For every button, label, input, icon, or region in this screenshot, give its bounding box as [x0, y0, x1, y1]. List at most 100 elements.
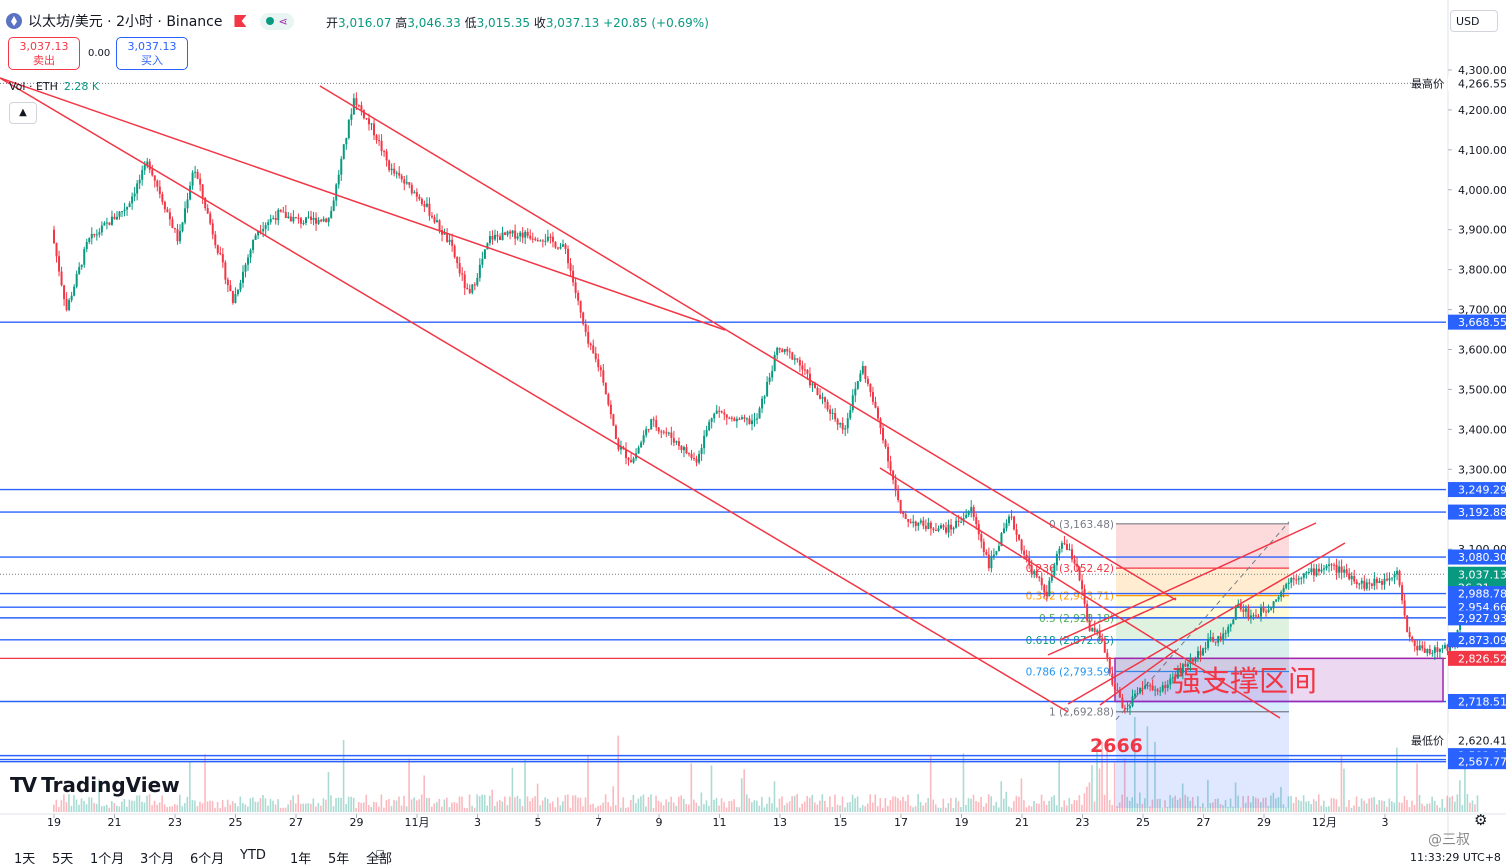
market-status[interactable]: ⋖: [260, 12, 294, 30]
symbol-title[interactable]: 以太坊/美元 · 2小时 · Binance ⋖: [6, 11, 294, 31]
volume-bar: [947, 803, 950, 812]
price-label-bg: [1448, 650, 1506, 666]
candle: [317, 219, 320, 224]
candle: [919, 520, 922, 523]
volume-bar: [1297, 800, 1300, 812]
candle: [710, 418, 713, 422]
candle: [1002, 528, 1005, 534]
x-tick-label: 23: [168, 816, 182, 829]
candle: [904, 514, 907, 520]
volume-bar: [781, 796, 783, 812]
candle: [1144, 685, 1147, 689]
volume-bar: [680, 795, 683, 812]
volume-bar: [413, 797, 415, 812]
candle: [156, 180, 159, 187]
volume-bar: [153, 800, 156, 812]
timeframe-button[interactable]: 全部: [366, 852, 393, 867]
candle: [284, 212, 287, 219]
volume-bar: [652, 807, 655, 812]
volume-bar: [735, 807, 738, 812]
gear-icon[interactable]: ⚙: [1474, 811, 1488, 829]
candle: [100, 225, 103, 233]
volume-bar: [322, 798, 325, 812]
candle: [1146, 685, 1149, 687]
volume-bar: [690, 763, 693, 812]
volume-bar: [1033, 800, 1035, 812]
volume-bar: [1267, 805, 1270, 812]
volume-bar: [526, 796, 529, 812]
candle: [1416, 645, 1419, 651]
candle: [952, 527, 955, 530]
collapse-button[interactable]: ▲: [9, 102, 37, 124]
volume-bar: [773, 781, 776, 812]
volume-bar: [965, 804, 967, 812]
candle: [612, 414, 615, 426]
flag-icon[interactable]: [234, 15, 247, 27]
currency-select[interactable]: USD: [1450, 10, 1498, 32]
volume-bar: [310, 803, 312, 812]
candle: [768, 377, 771, 382]
volume-bar: [546, 798, 549, 812]
candle: [1403, 600, 1406, 616]
volume-bar: [1184, 794, 1187, 812]
volume-bar: [740, 778, 743, 812]
extreme-label: 最高价: [1411, 76, 1444, 90]
candle: [1013, 516, 1016, 530]
candle: [247, 257, 250, 265]
volume-bar: [352, 797, 355, 812]
trendlines: 2666: [0, 77, 1346, 757]
volume-bar: [738, 807, 740, 812]
candle: [836, 419, 839, 425]
timeframe-button[interactable]: 1年: [290, 852, 312, 867]
volume-bar: [1159, 798, 1161, 812]
volume-bar: [869, 794, 872, 812]
volume-bar: [703, 804, 705, 812]
candle: [425, 203, 428, 207]
x-tick-label: 5: [535, 816, 542, 829]
volume-bar: [234, 803, 237, 812]
candle: [428, 203, 431, 216]
candle: [113, 216, 116, 220]
volume-bar: [977, 802, 980, 812]
timeframe-button[interactable]: 1天: [14, 852, 36, 867]
timeframe-button[interactable]: 3个月: [140, 852, 175, 867]
candle: [1128, 706, 1131, 709]
volume-bar: [619, 807, 622, 812]
volume-bar: [922, 805, 924, 812]
candle: [579, 300, 582, 313]
volume-bar: [1373, 797, 1375, 812]
volume-bar: [887, 805, 889, 812]
candle: [176, 229, 179, 242]
timeframe-button[interactable]: 5天: [52, 852, 74, 867]
candle: [627, 458, 630, 461]
volume-bar: [221, 800, 224, 812]
timeframe-button[interactable]: YTD: [240, 848, 266, 863]
candle: [1214, 641, 1217, 643]
buy-button[interactable]: 3,037.13 买入: [116, 37, 188, 70]
timeframe-button[interactable]: 5年: [328, 852, 350, 867]
volume-bar: [1378, 800, 1381, 812]
candle: [632, 458, 635, 463]
volume-legend[interactable]: Vol · ETH 2.28 K: [9, 80, 99, 93]
volume-bar: [650, 794, 652, 812]
volume-bar: [1421, 803, 1423, 812]
candle: [516, 236, 519, 239]
volume-bar: [1081, 804, 1083, 812]
candle: [241, 271, 244, 283]
candle: [337, 174, 340, 185]
fib-label: 0.786 (2,793.59): [1026, 667, 1114, 679]
candle: [1348, 573, 1351, 580]
candle: [745, 418, 748, 420]
calendar-icon[interactable]: ⌸: [376, 848, 385, 864]
volume-bar: [438, 798, 441, 812]
sell-button[interactable]: 3,037.13 卖出: [8, 37, 80, 70]
candle: [1312, 568, 1315, 576]
volume-bar: [1237, 795, 1239, 812]
candle: [486, 243, 489, 250]
timeframe-button[interactable]: 6个月: [190, 852, 225, 867]
timeframe-button[interactable]: 1个月: [90, 852, 125, 867]
candle: [718, 410, 721, 412]
volume-bar: [879, 798, 882, 812]
volume-bar: [272, 800, 274, 812]
